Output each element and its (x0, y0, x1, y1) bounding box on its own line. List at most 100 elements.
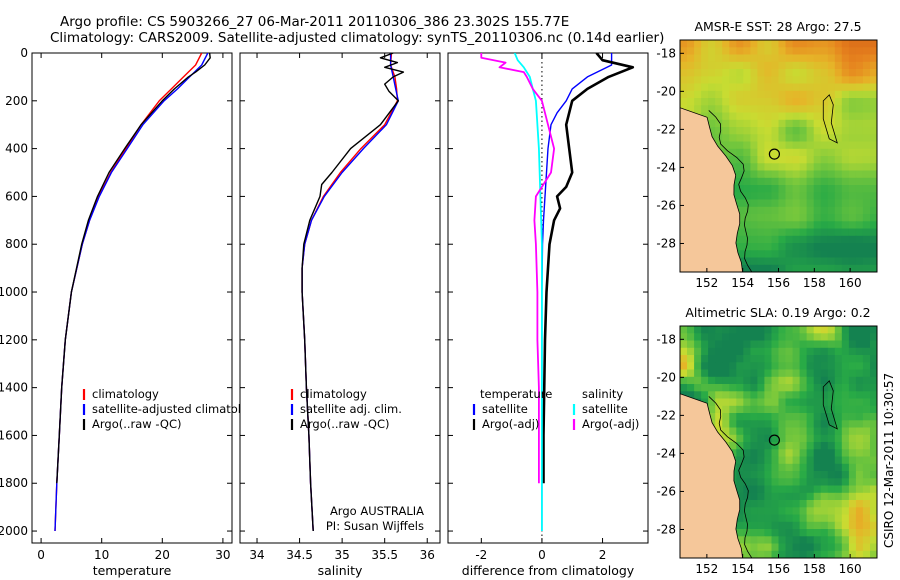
sla-map-cell (785, 376, 794, 385)
sst-map-cell (799, 112, 808, 121)
sst-map-cell (687, 69, 695, 77)
sst-map-cell (722, 69, 730, 77)
sla-map-cell (813, 427, 822, 436)
sst-map-cell (820, 163, 829, 172)
sla-map-cell (799, 376, 808, 385)
sla-map-cell (771, 442, 780, 450)
sla-map-cell (750, 478, 758, 487)
sla-map-cell (680, 362, 688, 371)
sst-map-cell (806, 264, 815, 272)
sla-lon-tick-label: 160 (839, 562, 862, 576)
sst-map-cell (722, 105, 730, 114)
sla-map-cell (806, 471, 815, 479)
sst-map-cell (771, 243, 780, 251)
sst-map-cell (722, 98, 730, 106)
sla-map-cell (799, 391, 808, 400)
sla-map-cell (778, 514, 787, 523)
sla-map-cell (757, 456, 765, 465)
sla-map-cell (799, 500, 808, 508)
sla-map-cell (743, 456, 751, 465)
sla-map-cell (834, 456, 843, 465)
sst-map-cell (806, 156, 815, 164)
sla-map-cell (743, 398, 751, 407)
sst-map-cell (827, 69, 836, 77)
sla-map-cell (771, 355, 780, 363)
sla-map-cell (792, 471, 801, 479)
sst-map-cell (799, 170, 808, 179)
sst-map-cell (806, 76, 815, 85)
sst-map-cell (785, 156, 794, 164)
depth-tick-label: 0 (20, 46, 28, 60)
sla-map-cell (750, 384, 758, 392)
sst-map-cell (708, 98, 716, 106)
sst-map-cell (743, 221, 751, 230)
salinity-xtick-label: 36 (420, 548, 435, 562)
sst-map-cell (862, 141, 871, 150)
sst-map-cell (841, 214, 850, 222)
sst-map-cell (799, 221, 808, 230)
sla-map-cell (820, 347, 829, 356)
sla-map-cell (743, 355, 751, 363)
sst-map-cell (813, 90, 822, 99)
sst-map-cell (848, 163, 857, 172)
sst-map-cell (841, 54, 850, 63)
sst-map-cell (785, 235, 794, 244)
sst-map-cell (813, 69, 822, 77)
sst-map-cell (870, 47, 877, 56)
sst-map-cell (680, 98, 688, 106)
sla-map-cell (841, 413, 850, 421)
sst-map-cell (743, 119, 751, 128)
sst-map-cell (729, 40, 737, 48)
sla-map-cell (771, 369, 780, 378)
sst-map-cell (750, 105, 758, 114)
sst-map-cell (870, 76, 877, 85)
sst-map-cell (820, 170, 829, 179)
sst-map-cell (834, 134, 843, 143)
sst-map-cell (708, 47, 716, 56)
sst-map-cell (813, 206, 822, 215)
sst-map-cell (813, 54, 822, 63)
sst-map-cell (701, 54, 709, 63)
sst-map-cell (743, 134, 751, 143)
sla-map-cell (687, 340, 695, 349)
sla-map-cell (708, 347, 716, 356)
sla-map-cell (729, 340, 737, 349)
sla-map-cell (820, 521, 829, 530)
sst-map-cell (771, 170, 780, 179)
sla-map-cell (778, 420, 787, 429)
sla-map-cell (785, 449, 794, 458)
sla-map-cell (806, 427, 815, 436)
sst-map-cell (820, 105, 829, 114)
sla-map-cell (701, 376, 709, 385)
sst-map-cell (736, 235, 744, 244)
sla-map-cell (820, 543, 829, 552)
sst-map-cell (750, 61, 758, 70)
sst-map-cell (750, 98, 758, 106)
sst-map-cell (771, 54, 780, 63)
sla-map-cell (715, 347, 723, 356)
sst-map-cell (771, 163, 780, 172)
sla-map-cell (806, 514, 815, 523)
sla-map-cell (736, 405, 744, 414)
sla-map-cell (792, 478, 801, 487)
sla-map-cell (862, 398, 871, 407)
sst-map-cell (841, 105, 850, 114)
sla-map-cell (841, 521, 850, 530)
sla-map-cell (792, 514, 801, 523)
sst-map-cell (757, 192, 765, 201)
sst-map-cell (848, 235, 857, 244)
sst-map-cell (862, 69, 871, 77)
sst-map-cell (834, 61, 843, 70)
sst-lat-tick-label: -20 (656, 84, 676, 98)
sst-map-cell (870, 206, 877, 215)
sla-map-cell (813, 485, 822, 494)
sla-map-cell (806, 536, 815, 545)
sla-map-cell (848, 391, 857, 400)
sla-map-cell (757, 442, 765, 450)
sla-map-cell (757, 362, 765, 371)
sla-map-cell (855, 485, 864, 494)
sst-map-cell (870, 243, 877, 251)
sst-map-cell (834, 90, 843, 99)
